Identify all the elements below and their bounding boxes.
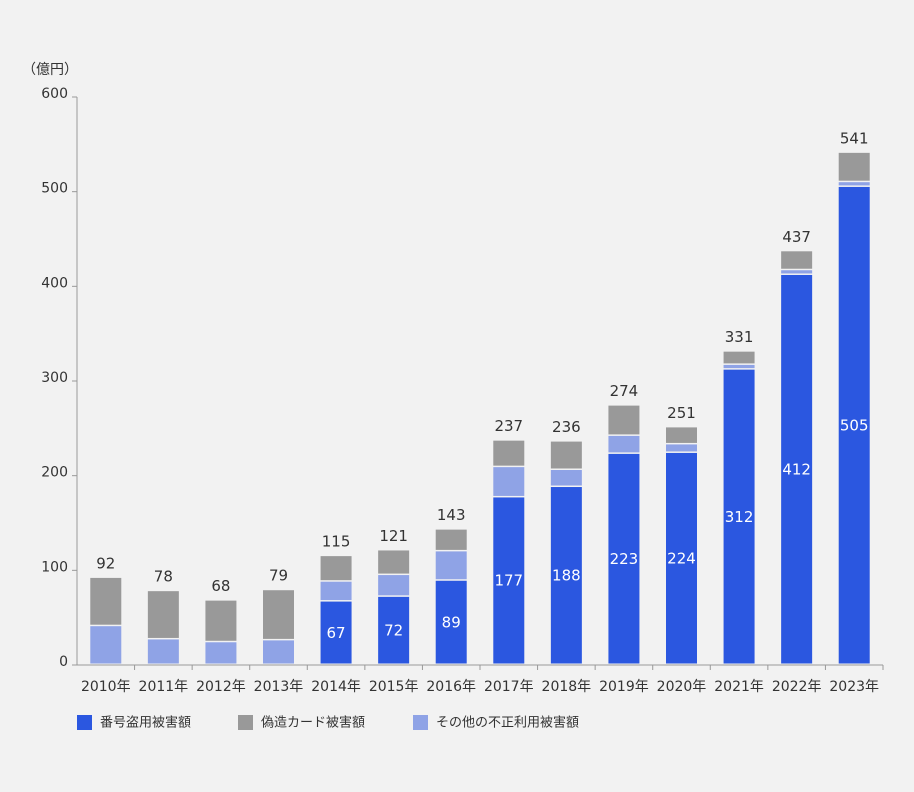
bar-segment (205, 642, 237, 664)
y-tick-label: 500 (41, 181, 68, 197)
bar-segment (147, 591, 179, 638)
value-label: 177 (494, 572, 523, 590)
value-label: 72 (384, 621, 403, 639)
unit-label: （億円） (22, 62, 78, 78)
bar-segment (493, 440, 525, 466)
legend-label: 番号盗用被害額 (100, 715, 191, 731)
bar-segment (666, 452, 697, 664)
bar-segment (493, 467, 525, 496)
x-tick-label: 2022年 (772, 679, 822, 695)
y-tick-label: 0 (59, 654, 68, 670)
x-tick-label: 2020年 (657, 679, 707, 695)
y-tick-label: 600 (41, 86, 68, 102)
bar-segment (723, 364, 755, 369)
total-label: 331 (725, 328, 754, 346)
bar-segment (90, 626, 122, 664)
x-tick-label: 2018年 (542, 679, 592, 695)
legend-swatch (413, 715, 428, 730)
x-tick-label: 2012年 (196, 679, 246, 695)
bar-segment (666, 427, 697, 443)
y-tick-label: 300 (41, 370, 68, 386)
x-tick-label: 2017年 (484, 679, 534, 695)
bar-segment (378, 596, 410, 664)
bar-segment (263, 590, 294, 639)
x-tick-label: 2016年 (426, 679, 476, 695)
bar-segment (550, 469, 582, 486)
total-label: 236 (552, 418, 581, 436)
value-label: 412 (782, 460, 811, 478)
bar-segment (723, 369, 755, 664)
bar-segment (723, 351, 755, 364)
total-label: 274 (610, 382, 639, 400)
bar-segment (666, 444, 697, 452)
value-label: 89 (442, 613, 461, 631)
bar-segment (550, 441, 582, 469)
y-tick-label: 200 (41, 465, 68, 481)
total-label: 541 (840, 129, 869, 147)
bar-segment (838, 152, 870, 181)
bar-segment (263, 640, 294, 664)
bar-segment (608, 435, 640, 453)
y-tick-label: 100 (41, 559, 68, 575)
bar-segment (781, 274, 813, 664)
legend-label: 偽造カード被害額 (261, 715, 365, 731)
total-label: 115 (322, 533, 351, 551)
bar-segment (205, 600, 237, 641)
bar-segment (838, 186, 870, 664)
value-label: 223 (610, 550, 639, 568)
value-label: 67 (327, 624, 346, 642)
x-tick-label: 2019年 (599, 679, 649, 695)
bar-segment (378, 550, 410, 574)
x-tick-label: 2014年 (311, 679, 361, 695)
x-tick-label: 2021年 (714, 679, 764, 695)
total-label: 251 (667, 404, 696, 422)
bar-segment (838, 182, 870, 186)
bar-segment (550, 487, 582, 664)
value-label: 312 (725, 508, 754, 526)
total-label: 68 (211, 577, 230, 595)
bar-segment (781, 270, 813, 274)
x-tick-label: 2013年 (254, 679, 304, 695)
value-label: 505 (840, 416, 869, 434)
total-label: 78 (154, 568, 173, 586)
total-label: 143 (437, 506, 466, 524)
legend-swatch (238, 715, 253, 730)
value-label: 224 (667, 549, 696, 567)
total-label: 79 (269, 567, 288, 585)
bar-segment (435, 551, 467, 580)
x-tick-label: 2010年 (81, 679, 131, 695)
legend-swatch (77, 715, 92, 730)
bar-segment (90, 577, 122, 625)
bar-segment (493, 497, 525, 664)
total-label: 437 (782, 228, 811, 246)
bar-segment (608, 405, 640, 435)
bar-segment (147, 639, 179, 664)
x-tick-label: 2023年 (829, 679, 879, 695)
total-label: 121 (379, 527, 408, 545)
bar-segment (435, 529, 467, 550)
total-label: 237 (494, 417, 523, 435)
bar-segment (378, 575, 410, 596)
bar-segment (320, 581, 352, 601)
y-tick-label: 400 (41, 275, 68, 291)
bar-segment (320, 556, 352, 581)
bar-segment (781, 251, 813, 269)
x-tick-label: 2015年 (369, 679, 419, 695)
value-label: 188 (552, 567, 581, 585)
x-tick-label: 2011年 (139, 679, 189, 695)
bar-segment (435, 580, 467, 664)
bar-segment (608, 453, 640, 664)
legend-label: その他の不正利用被害額 (436, 715, 579, 731)
bar-segment (320, 601, 352, 664)
total-label: 92 (96, 554, 115, 572)
